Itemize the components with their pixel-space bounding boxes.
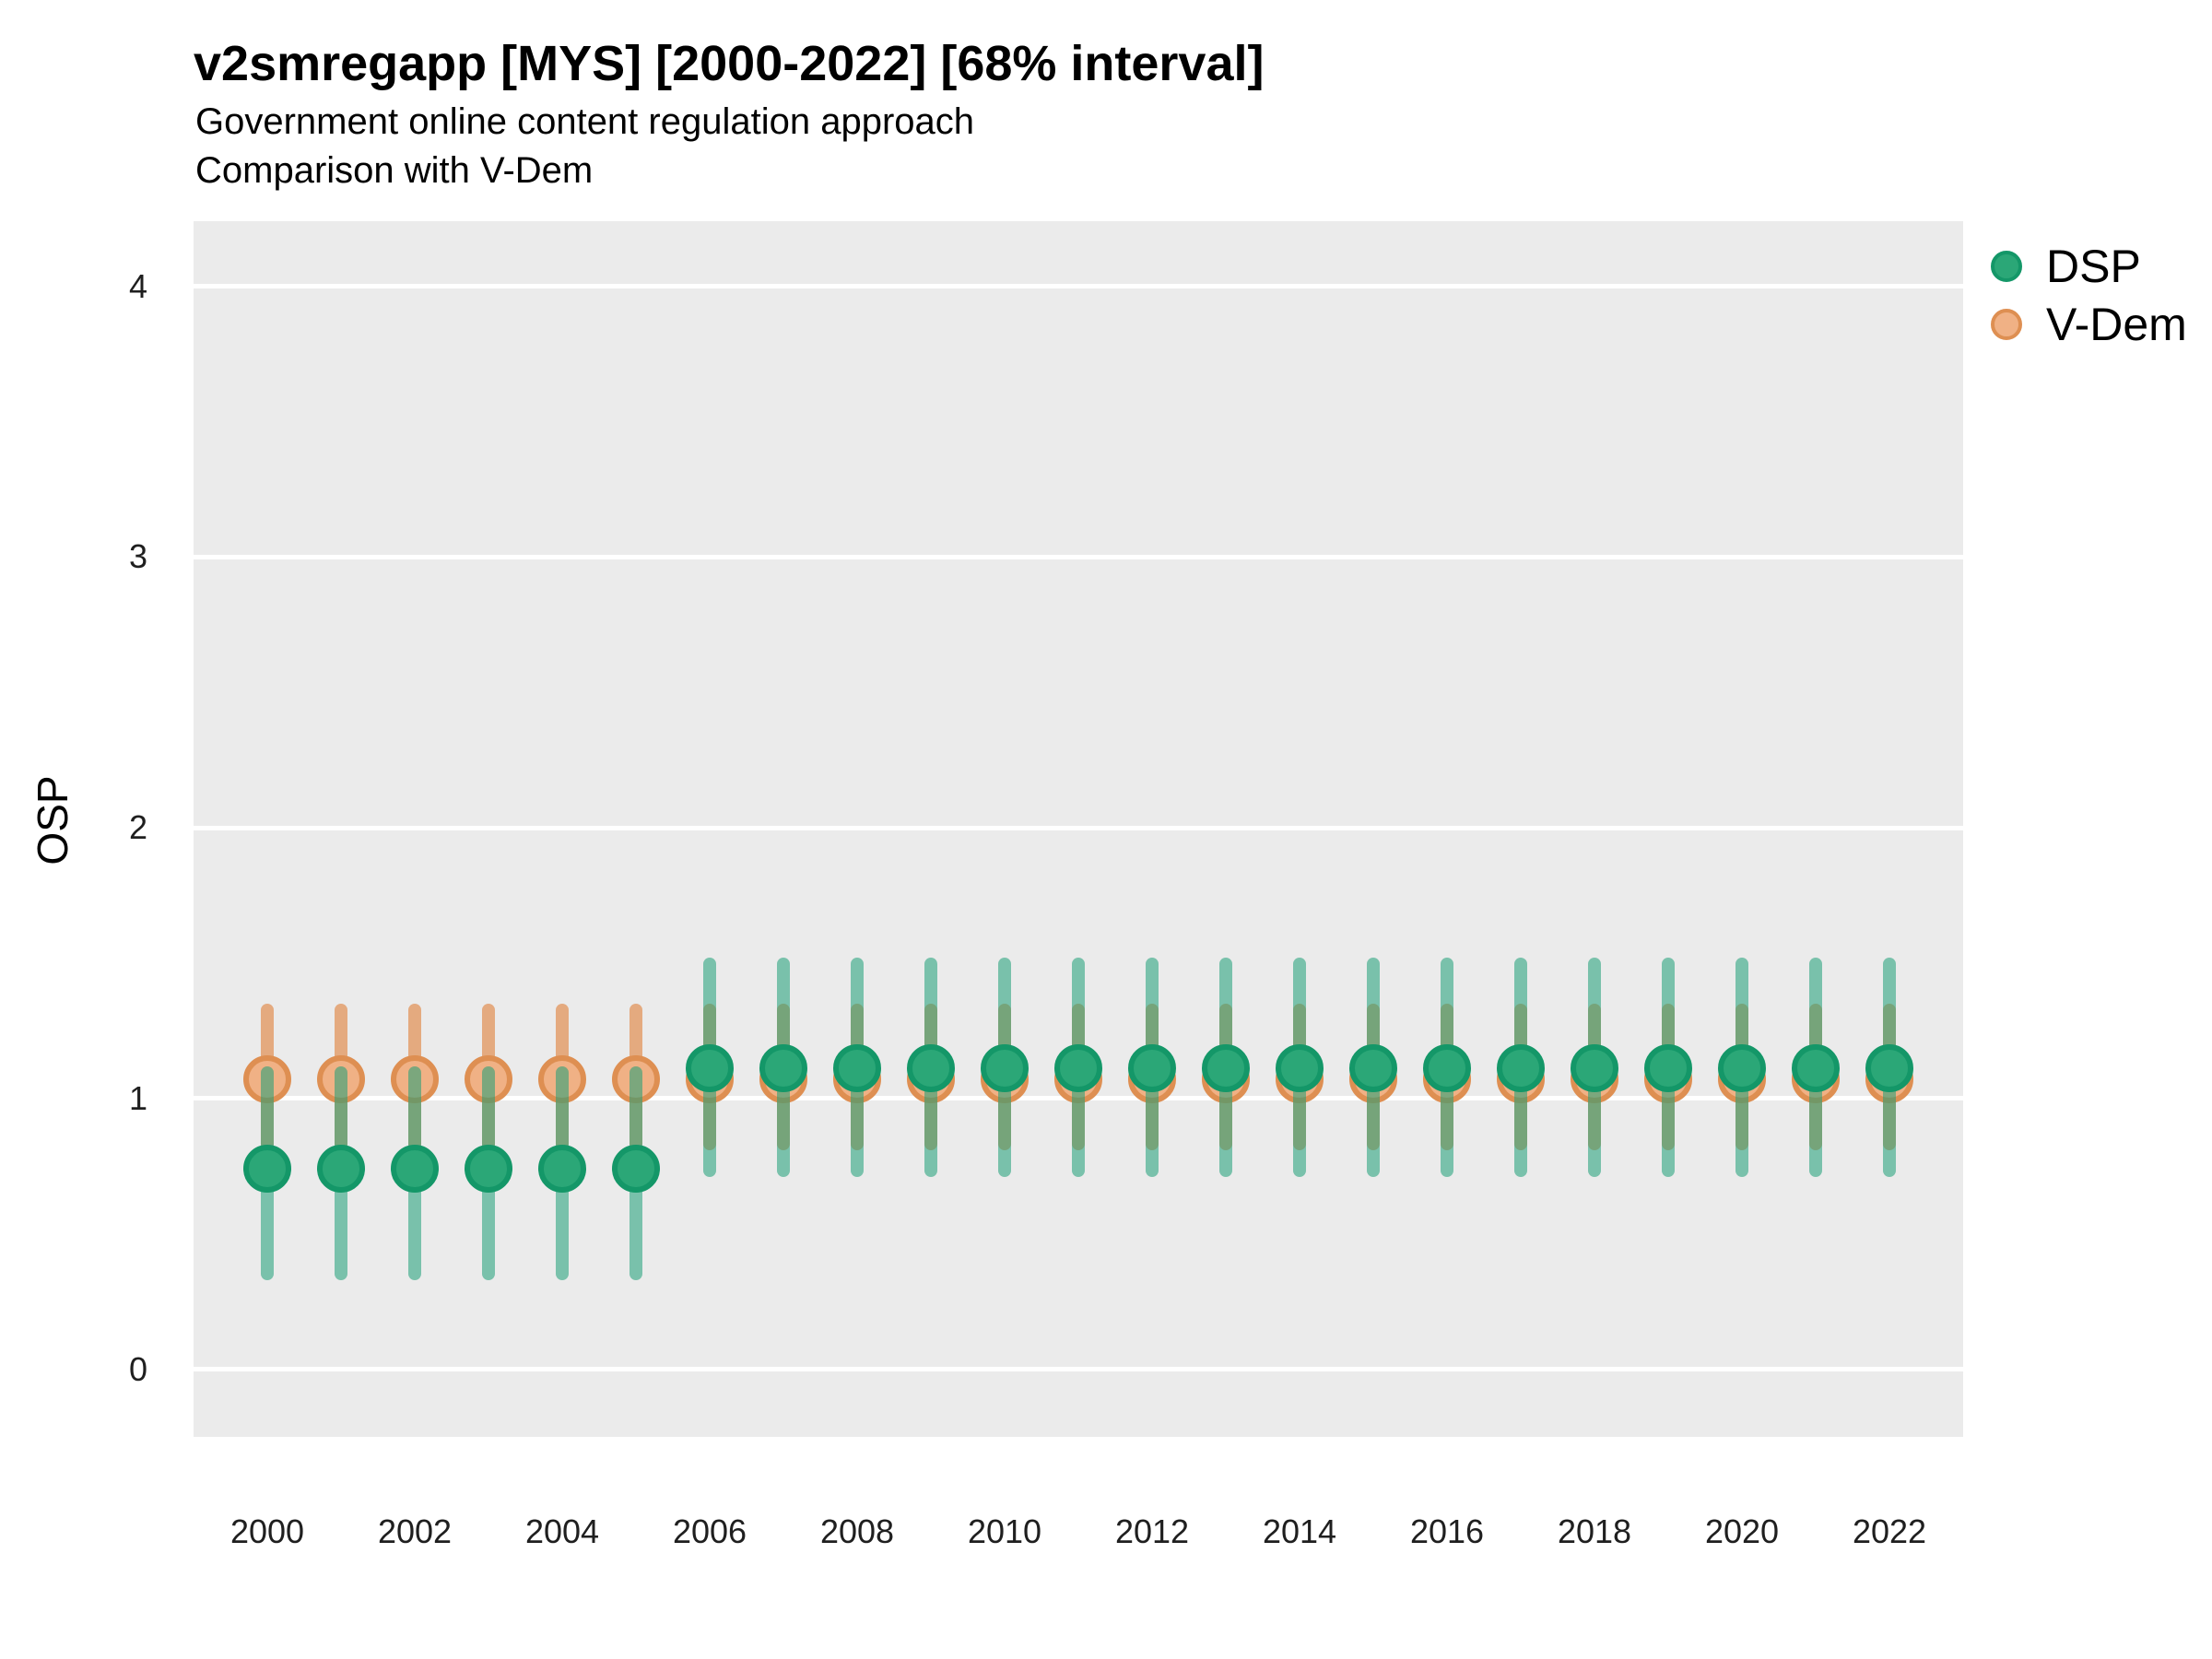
- legend-label-vdem: V-Dem: [2046, 299, 2187, 350]
- x-tick-label-2008: 2008: [819, 1512, 895, 1550]
- gridline-y-0: [194, 1367, 1963, 1372]
- chart-title: v2smregapp [MYS] [2000-2022] [68% interv…: [194, 36, 1265, 91]
- dsp-point: [1349, 1044, 1397, 1093]
- dsp-point: [981, 1044, 1029, 1093]
- x-tick-label-2000: 2000: [229, 1512, 305, 1550]
- gridline-y-2: [194, 825, 1963, 830]
- legend-item-dsp: DSP: [1991, 243, 2187, 289]
- dsp-point: [833, 1044, 881, 1093]
- y-tick-label-0: 0: [128, 1349, 147, 1388]
- dsp-point: [612, 1145, 660, 1194]
- x-tick-label-2016: 2016: [1409, 1512, 1485, 1550]
- x-tick-label-2004: 2004: [524, 1512, 600, 1550]
- gridline-y-4: [194, 284, 1963, 288]
- dsp-point: [465, 1145, 512, 1194]
- dsp-point: [1865, 1044, 1913, 1093]
- dsp-point: [1571, 1044, 1618, 1093]
- dsp-legend-dot-icon: [1991, 251, 2022, 282]
- y-tick-label-2: 2: [128, 808, 147, 847]
- dsp-point: [1054, 1044, 1102, 1093]
- x-tick-label-2002: 2002: [377, 1512, 453, 1550]
- dsp-point: [1644, 1044, 1692, 1093]
- dsp-point: [391, 1145, 439, 1194]
- y-tick-label-4: 4: [128, 266, 147, 305]
- y-tick-label-1: 1: [128, 1078, 147, 1117]
- x-tick-label-2006: 2006: [672, 1512, 747, 1550]
- x-tick-label-2012: 2012: [1114, 1512, 1190, 1550]
- x-tick-label-2022: 2022: [1852, 1512, 1927, 1550]
- x-tick-label-2014: 2014: [1262, 1512, 1337, 1550]
- dsp-point: [1792, 1044, 1840, 1093]
- legend-item-vdem: V-Dem: [1991, 301, 2187, 347]
- x-tick-label-2020: 2020: [1704, 1512, 1780, 1550]
- dsp-point: [243, 1145, 291, 1194]
- gridline-y-3: [194, 554, 1963, 559]
- chart-subtitle-line1: Government online content regulation app…: [195, 101, 974, 142]
- dsp-point: [759, 1044, 807, 1093]
- dsp-point: [1497, 1044, 1545, 1093]
- y-tick-label-3: 3: [128, 537, 147, 576]
- dsp-point: [1128, 1044, 1176, 1093]
- dsp-point: [1423, 1044, 1471, 1093]
- dsp-point: [317, 1145, 365, 1194]
- vdem-legend-dot-icon: [1991, 309, 2022, 340]
- x-tick-label-2010: 2010: [967, 1512, 1042, 1550]
- legend-label-dsp: DSP: [2046, 241, 2141, 292]
- x-tick-label-2018: 2018: [1557, 1512, 1632, 1550]
- plot-panel: [194, 221, 1963, 1437]
- dsp-point: [1718, 1044, 1766, 1093]
- dsp-point: [538, 1145, 586, 1194]
- dsp-point: [1276, 1044, 1324, 1093]
- chart-subtitle-line2: Comparison with V-Dem: [195, 150, 594, 191]
- dsp-point: [686, 1044, 734, 1093]
- dsp-point: [1202, 1044, 1250, 1093]
- legend: DSP V-Dem: [1991, 243, 2187, 347]
- dsp-point: [907, 1044, 955, 1093]
